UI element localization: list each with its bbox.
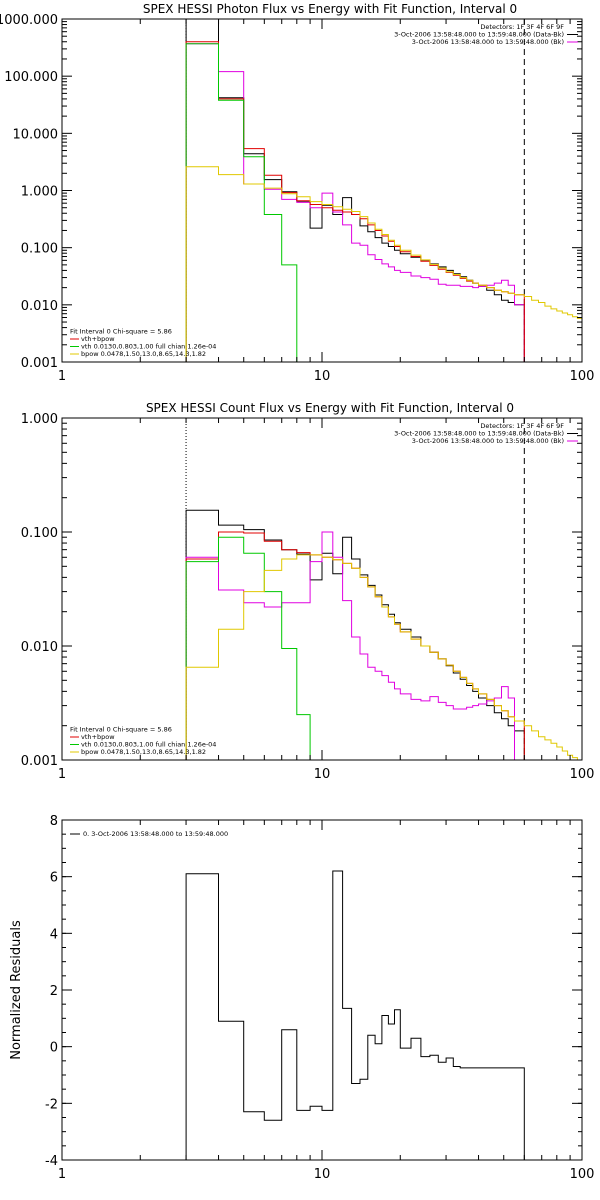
- residuals-y-tick-label: 4: [50, 927, 58, 942]
- count-flux-panel: SPEX HESSI Count Flux vs Energy with Fit…: [21, 401, 595, 782]
- photon-flux-series: [185, 19, 582, 362]
- residuals-y-tick-label: 2: [50, 984, 58, 999]
- photon-flux-bottom-legend-text: bpow 0.0478,1.50,13.0,8.65,14.3,1.82: [81, 350, 206, 358]
- count-flux-series-0: [185, 509, 525, 760]
- photon-flux-bottom-legend-text: vth+bpow: [81, 335, 115, 343]
- count-flux-y-tick-label: 0.010: [21, 640, 58, 655]
- residuals-y-tick-label: 6: [50, 871, 58, 886]
- residuals-legends: 0. 3-Oct-2006 13:58:48.000 to 13:59:48.0…: [70, 830, 228, 838]
- count-flux-x-tick-label: 100: [570, 767, 595, 782]
- photon-flux-panel: SPEX HESSI Photon Flux vs Energy with Fi…: [0, 2, 594, 384]
- count-flux-series-1: [185, 531, 525, 760]
- count-flux-title: SPEX HESSI Count Flux vs Energy with Fit…: [146, 401, 514, 415]
- count-flux-x-tick-label: 1: [58, 767, 66, 782]
- residuals-y-tick-label: -4: [45, 1154, 58, 1169]
- residuals-x-tick-label: 1: [58, 1167, 66, 1182]
- photon-flux-series-4: [185, 166, 582, 362]
- count-flux-bottom-legend-text: vth+bpow: [81, 733, 115, 741]
- residuals-top-legend-text: 0. 3-Oct-2006 13:58:48.000 to 13:59:48.0…: [83, 830, 228, 838]
- photon-flux-top-legend-text: 3-Oct-2006 13:58:48.000 to 13:59:48.000 …: [394, 31, 564, 39]
- photon-flux-legends: Detectors: 1F 3F 4F 6F 9F3-Oct-2006 13:5…: [70, 23, 578, 358]
- photon-flux-x-tick-label: 100: [570, 369, 595, 384]
- photon-flux-bottom-legend-text: Fit Interval 0 Chi-square = 5.86: [70, 328, 172, 336]
- residuals-plot-frame: [61, 819, 583, 1161]
- count-flux-y-tick-label: 0.001: [21, 754, 58, 769]
- photon-flux-y-tick-label: 1000.000: [0, 13, 58, 28]
- photon-flux-top-legend-text: Detectors: 1F 3F 4F 6F 9F: [480, 23, 564, 31]
- count-flux-x-tick-label: 10: [314, 767, 331, 782]
- count-flux-bottom-legend-text: vth 0.0130,0.803,1.00 full chian 1.26e-0…: [81, 741, 216, 749]
- count-flux-top-legend-text: 3-Oct-2006 13:58:48.000 to 13:59:48.000 …: [412, 437, 564, 445]
- residuals-y-tick-label: 8: [50, 814, 58, 829]
- photon-flux-x-tick-label: 1: [58, 369, 66, 384]
- photon-flux-y-tick-label: 1.000: [21, 185, 58, 200]
- photon-flux-y-tick-label: 10.000: [13, 127, 59, 142]
- count-flux-y-tick-label: 0.100: [21, 526, 58, 541]
- photon-flux-y-tick-label: 0.001: [21, 356, 58, 371]
- count-flux-series: [185, 418, 582, 760]
- photon-flux-y-tick-label: 100.000: [4, 70, 58, 85]
- photon-flux-ticks: 1 10 100 0.001 0.010 0.100 1.000 10.000 100.000 1…: [0, 13, 594, 384]
- residuals-series-0: [185, 870, 525, 1160]
- residuals-y-tick-label: 0: [50, 1041, 58, 1056]
- residuals-panel: Normalized Residuals 1 10 100 -4 -2 0 2 4 6 8 0. …: [9, 814, 594, 1182]
- photon-flux-title: SPEX HESSI Photon Flux vs Energy with Fi…: [143, 2, 517, 16]
- residuals-series: [185, 870, 525, 1160]
- count-flux-legends: Detectors: 1F 3F 4F 6F 9F3-Oct-2006 13:5…: [70, 422, 578, 756]
- photon-flux-x-tick-label: 10: [314, 369, 331, 384]
- residuals-x-tick-label: 10: [314, 1167, 331, 1182]
- count-flux-bottom-legend-text: bpow 0.0478,1.50,13.0,8.65,14.3,1.82: [81, 748, 206, 756]
- count-flux-series-4: [185, 554, 582, 760]
- photon-flux-y-tick-label: 0.100: [21, 242, 58, 257]
- photon-flux-plot-frame: [61, 18, 583, 363]
- count-flux-top-legend-text: Detectors: 1F 3F 4F 6F 9F: [480, 422, 564, 430]
- residuals-y-tick-label: -2: [45, 1097, 58, 1112]
- photon-flux-y-tick-label: 0.010: [21, 299, 58, 314]
- count-flux-top-legend-text: 3-Oct-2006 13:58:48.000 to 13:59:48.000 …: [394, 430, 564, 438]
- photon-flux-series-3: [185, 43, 311, 362]
- photon-flux-top-legend-text: 3-Oct-2006 13:58:48.000 to 13:59:48.000 …: [412, 38, 564, 46]
- residuals-x-tick-label: 100: [570, 1167, 595, 1182]
- count-flux-bottom-legend-text: Fit Interval 0 Chi-square = 5.86: [70, 726, 172, 734]
- residuals-ylabel: Normalized Residuals: [9, 920, 24, 1060]
- count-flux-plot-frame: [61, 417, 583, 761]
- count-flux-y-tick-label: 1.000: [21, 412, 58, 427]
- photon-flux-bottom-legend-text: vth 0.0130,0.803,1.00 full chian 1.26e-0…: [81, 343, 216, 351]
